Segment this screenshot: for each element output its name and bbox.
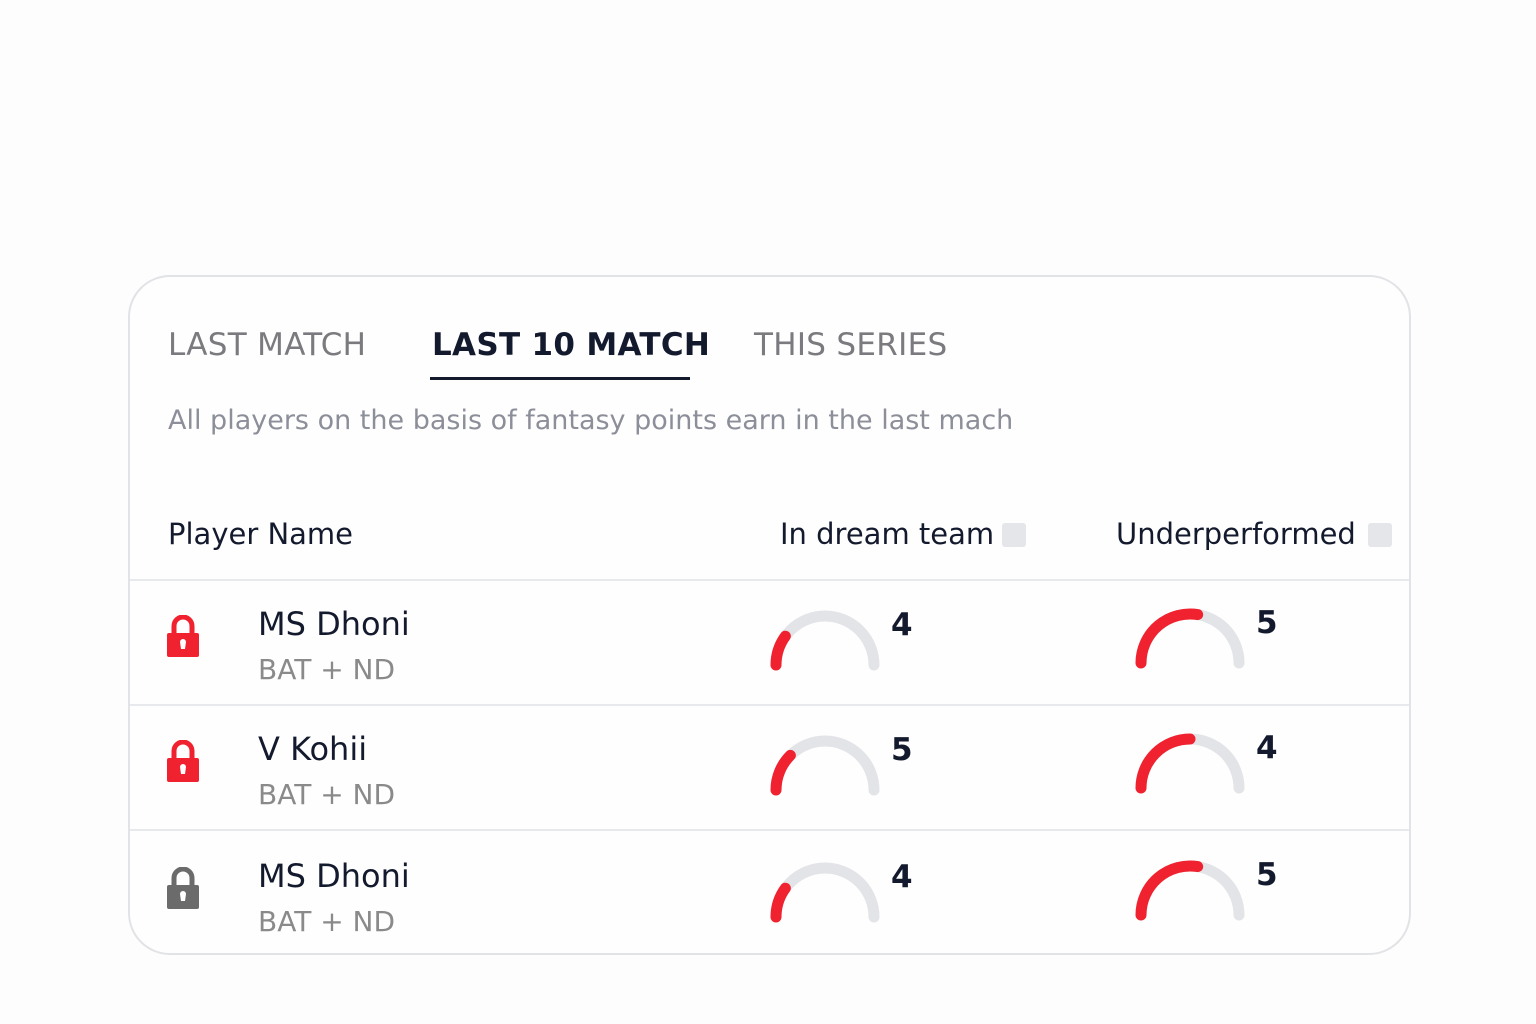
under-gauge [1135, 860, 1245, 921]
under-value: 5 [1256, 605, 1278, 641]
dream-gauge [770, 610, 880, 671]
gauge-fill [1135, 733, 1196, 794]
under-gauge [1135, 608, 1245, 669]
dream-gauge [770, 735, 880, 796]
lock-icon[interactable] [166, 867, 200, 909]
lock-icon[interactable] [166, 740, 200, 782]
dream-value: 4 [891, 859, 913, 895]
underperformed-checkbox[interactable] [1368, 523, 1392, 547]
player-name: V Kohii [258, 730, 368, 768]
column-header-in-dream-team[interactable]: In dream team [780, 517, 995, 551]
dream-value: 5 [891, 732, 913, 768]
header-divider [130, 579, 1409, 581]
dream-value: 4 [891, 607, 913, 643]
gauge-fill [1135, 608, 1204, 669]
dream-team-checkbox[interactable] [1002, 523, 1026, 547]
player-stats-card: LAST MATCH LAST 10 MATCH THIS SERIES All… [128, 275, 1411, 955]
gauge-fill [770, 882, 791, 923]
table-row[interactable]: V Kohii BAT + ND 5 4 [130, 706, 1409, 831]
gauge-track [770, 610, 880, 671]
table-row[interactable]: MS Dhoni BAT + ND 4 5 [130, 833, 1409, 953]
tab-this-series[interactable]: THIS SERIES [754, 327, 948, 363]
active-tab-indicator [430, 377, 690, 380]
under-value: 5 [1256, 857, 1278, 893]
tab-last-10-match[interactable]: LAST 10 MATCH [432, 327, 711, 363]
tab-last-match[interactable]: LAST MATCH [168, 327, 367, 363]
dream-gauge [770, 862, 880, 923]
gauge-fill [770, 749, 796, 796]
gauge-fill [770, 630, 791, 671]
under-gauge [1135, 733, 1245, 794]
row-divider [130, 829, 1409, 831]
column-header-player-name: Player Name [168, 517, 354, 551]
subtitle: All players on the basis of fantasy poin… [168, 405, 1014, 436]
column-header-underperformed[interactable]: Underperformed [1116, 517, 1356, 551]
gauge-fill [1135, 860, 1204, 921]
row-divider [130, 704, 1409, 706]
table-row[interactable]: MS Dhoni BAT + ND 4 5 [130, 581, 1409, 706]
player-role: BAT + ND [258, 778, 396, 811]
gauge-track [770, 862, 880, 923]
player-role: BAT + ND [258, 905, 396, 938]
gauge-track [770, 735, 880, 796]
lock-icon[interactable] [166, 615, 200, 657]
under-value: 4 [1256, 730, 1278, 766]
player-name: MS Dhoni [258, 857, 410, 895]
player-role: BAT + ND [258, 653, 396, 686]
player-name: MS Dhoni [258, 605, 410, 643]
